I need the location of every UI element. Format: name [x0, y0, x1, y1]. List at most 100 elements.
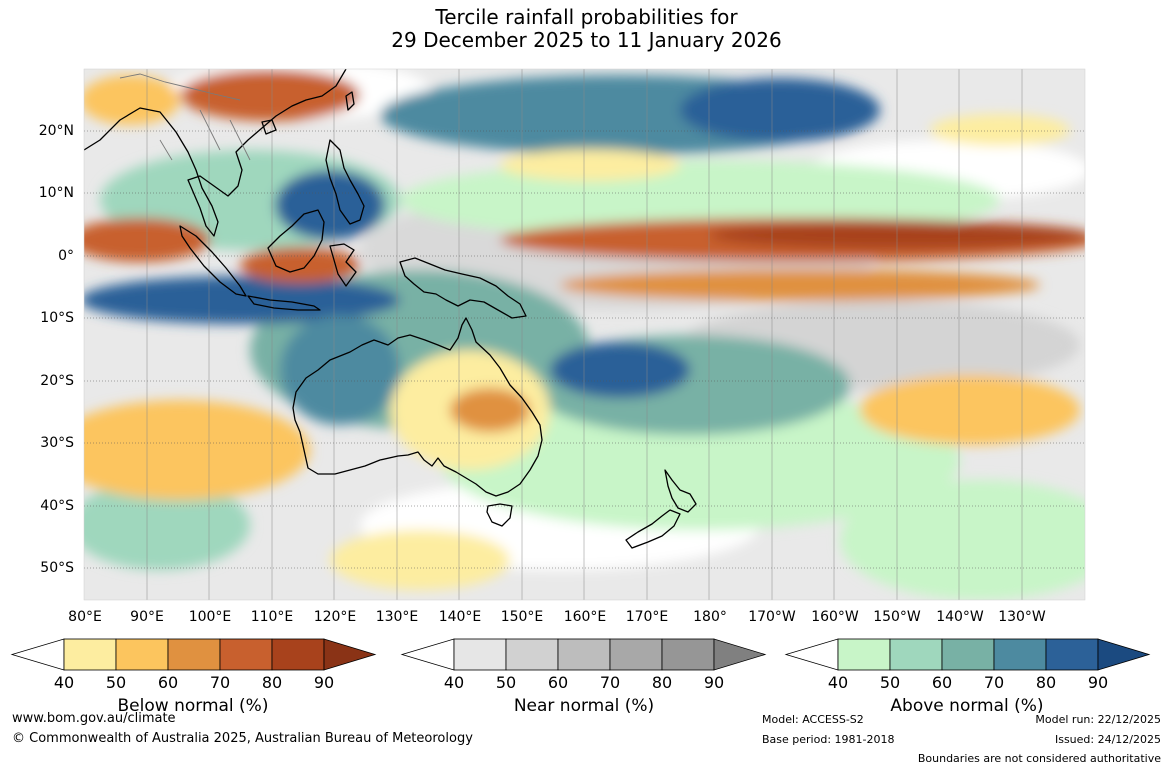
below-normal-region: [180, 69, 360, 121]
asia-mainland-coastline: [84, 69, 347, 237]
new-zealand-north-coastline: [664, 469, 697, 513]
new-zealand-south-coastline: [625, 509, 681, 549]
below-legend-tick-50: 50: [106, 673, 126, 692]
lat-label-20s: 20°S: [40, 373, 74, 389]
below-legend-low-triangle: [10, 638, 65, 671]
model-text: Model: ACCESS-S2: [762, 713, 864, 726]
above-legend-tick-40: 40: [828, 673, 848, 692]
below-legend-tick-80: 80: [262, 673, 282, 692]
above-legend-tick-50: 50: [880, 673, 900, 692]
above-legend-swatch-3: [941, 638, 995, 671]
near-legend-tick-50: 50: [496, 673, 516, 692]
lat-label-10s: 10°S: [40, 310, 74, 326]
near-legend-low-triangle: [400, 638, 455, 671]
below-normal-region: [860, 375, 1080, 445]
below-legend-tick-40: 40: [54, 673, 74, 692]
chart-title-line1: Tercile rainfall probabilities for: [435, 5, 738, 29]
near-normal-legend-title: Near normal (%): [513, 696, 655, 716]
issued-text: Issued: 24/12/2025: [1054, 733, 1161, 746]
lon-label-170e: 170°E: [625, 609, 669, 625]
near-legend-swatch-3: [557, 638, 611, 671]
lon-label-140w: 140°W: [936, 609, 984, 625]
above-normal-region: [440, 390, 960, 530]
lat-label-20n: 20°N: [38, 123, 74, 139]
above-normal-region: [280, 315, 400, 425]
below-legend-swatch-2: [115, 638, 169, 671]
below-normal-region: [500, 149, 680, 181]
boundaries-disclaimer: Boundaries are not considered authoritat…: [917, 752, 1161, 765]
model-run-text: Model run: 22/12/2025: [1035, 713, 1161, 726]
lon-label-160e: 160°E: [563, 609, 607, 625]
country-borders: [119, 73, 251, 161]
lon-label-140e: 140°E: [438, 609, 482, 625]
website-link[interactable]: www.bom.gov.au/climate: [12, 711, 176, 726]
near-legend-tick-40: 40: [444, 673, 464, 692]
meridians: [146, 69, 1023, 600]
above-normal-legend-title: Above normal (%): [890, 696, 1044, 716]
lon-label-100e: 100°E: [188, 609, 232, 625]
probability-map: [83, 68, 1086, 601]
borneo-coastline: [267, 209, 325, 273]
below-normal-region: [930, 114, 1070, 146]
lon-label-160w: 160°W: [811, 609, 859, 625]
lon-label-120e: 120°E: [313, 609, 357, 625]
lat-label-10n: 10°N: [38, 185, 74, 201]
java-coastline: [247, 295, 321, 311]
above-normal-region: [84, 480, 250, 570]
below-normal-region: [84, 400, 310, 500]
above-normal-region: [680, 78, 880, 142]
hainan-coastline: [261, 119, 277, 135]
below-normal-legend-title: Below normal (%): [117, 696, 269, 716]
above-legend-tick-80: 80: [1036, 673, 1056, 692]
lat-label-50s: 50°S: [40, 560, 74, 576]
below-normal-region: [84, 75, 180, 125]
below-legend-high-triangle: [323, 638, 377, 671]
lon-label-90e: 90°E: [130, 609, 164, 625]
below-normal-region: [450, 388, 530, 432]
lon-label-80e: 80°E: [68, 609, 102, 625]
lon-label-150e: 150°E: [500, 609, 544, 625]
above-normal-region: [550, 342, 690, 398]
above-legend-swatch-2: [889, 638, 943, 671]
lat-label-30s: 30°S: [40, 435, 74, 451]
below-normal-region: [710, 221, 1085, 249]
above-normal-region: [84, 276, 400, 324]
below-normal-region: [560, 269, 1040, 301]
near-legend-swatch-5: [661, 638, 715, 671]
sulawesi-coastline: [329, 243, 357, 287]
above-legend-tick-70: 70: [984, 673, 1004, 692]
lon-label-150w: 150°W: [873, 609, 921, 625]
philippines-coastline: [325, 139, 365, 225]
tasmania-coastline: [486, 503, 513, 527]
below-legend-swatch-5: [271, 638, 325, 671]
above-normal-region: [840, 480, 1085, 600]
chart-title-line2: 29 December 2025 to 11 January 2026: [391, 28, 782, 52]
below-normal-region: [330, 530, 510, 590]
below-legend-tick-90: 90: [314, 673, 334, 692]
near-legend-swatch-1: [453, 638, 507, 671]
above-legend-tick-90: 90: [1088, 673, 1108, 692]
near-legend-tick-90: 90: [704, 673, 724, 692]
lon-label-180: 180°: [693, 609, 727, 625]
below-legend-swatch-1: [63, 638, 117, 671]
copyright-text: © Commonwealth of Australia 2025, Austra…: [12, 731, 473, 746]
near-legend-tick-60: 60: [548, 673, 568, 692]
lon-label-130e: 130°E: [375, 609, 419, 625]
near-legend-swatch-2: [505, 638, 559, 671]
australia-coastline: [292, 317, 543, 497]
near-legend-swatch-4: [609, 638, 663, 671]
below-legend-tick-70: 70: [210, 673, 230, 692]
near-legend-tick-80: 80: [652, 673, 672, 692]
lat-label-40s: 40°S: [40, 498, 74, 514]
above-legend-swatch-1: [837, 638, 891, 671]
above-legend-tick-60: 60: [932, 673, 952, 692]
lon-label-170w: 170°W: [748, 609, 796, 625]
new-guinea-coastline: [399, 257, 527, 319]
lat-label-0: 0°: [58, 248, 74, 264]
below-legend-swatch-4: [219, 638, 273, 671]
taiwan-coastline: [345, 91, 355, 111]
base-period-text: Base period: 1981-2018: [762, 733, 895, 746]
map-frame: [83, 68, 1086, 601]
above-normal-region: [275, 170, 385, 240]
